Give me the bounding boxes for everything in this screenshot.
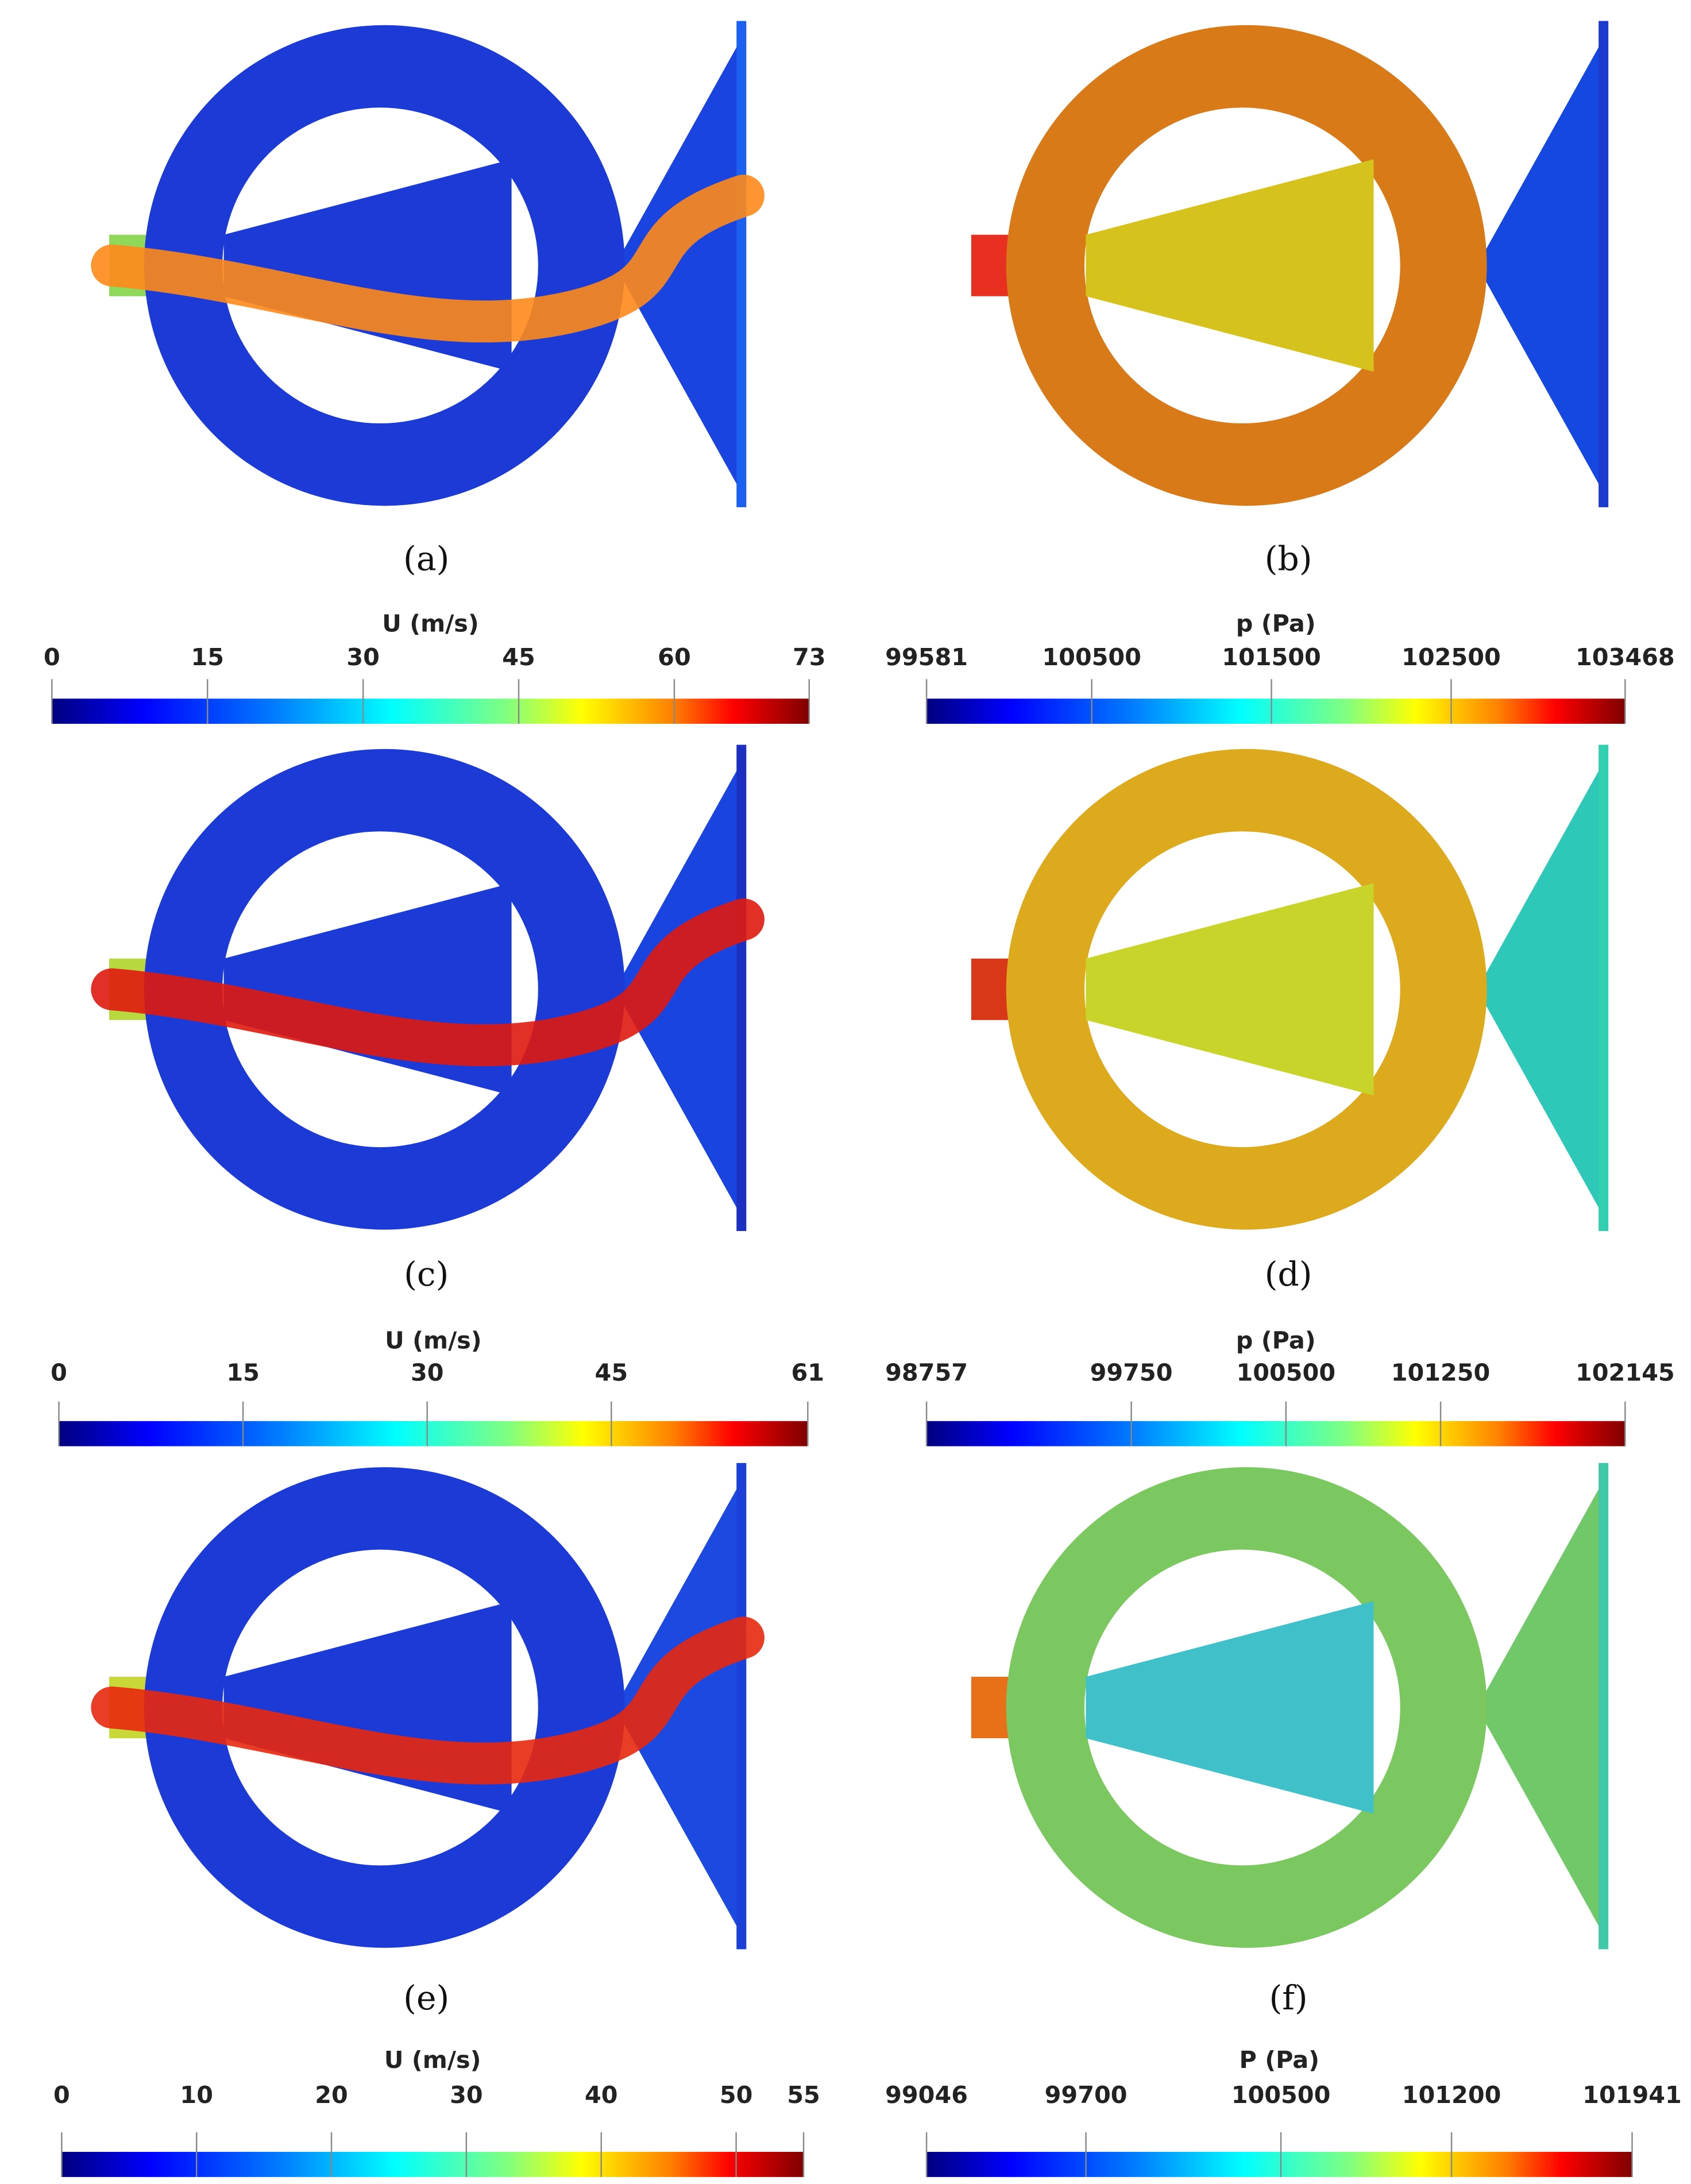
outlet-edge [1599, 1463, 1609, 1950]
flow-panel [971, 744, 1609, 1232]
outlet-edge [1599, 21, 1609, 507]
colorbar-tick-label: 99750 [1090, 1359, 1173, 1386]
colorbar-title: P (Pa) [1240, 2046, 1320, 2074]
colorbar-tick-label: 101941 [1582, 2081, 1682, 2109]
colorbar-title: p (Pa) [1236, 609, 1316, 637]
jet-stream [91, 175, 765, 343]
colorbar-tick-label: 100500 [1236, 1359, 1335, 1386]
colorbar-tick-label: 30 [346, 643, 380, 671]
channel [1086, 883, 1374, 1096]
colorbar-tick-label: 10 [180, 2081, 213, 2109]
colorbar-tick-label: 99581 [885, 643, 968, 671]
colorbar-tick-label: 99046 [885, 2081, 968, 2109]
outlet-edge [736, 744, 747, 1232]
flow-panel [971, 1463, 1609, 1950]
colorbar [926, 1421, 1626, 1446]
outlet [1477, 1487, 1600, 1928]
colorbar-title: p (Pa) [1236, 1326, 1316, 1354]
colorbar-title: U (m/s) [384, 2046, 481, 2074]
colorbar-tick-label: 61 [792, 1359, 825, 1386]
flow-panel [91, 21, 765, 507]
colorbar [61, 2152, 804, 2177]
jet-stream [91, 898, 765, 1067]
colorbar-tick-label: 98757 [885, 1359, 968, 1386]
colorbar-tick-label: 45 [595, 1359, 628, 1386]
panel-label: (f) [1269, 1978, 1308, 2017]
colorbar-tick-label: 101500 [1222, 643, 1321, 671]
colorbar-tick-label: 0 [53, 2081, 70, 2109]
colorbar-tick-label: 99700 [1045, 2081, 1128, 2109]
colorbar-tick-label: 45 [502, 643, 535, 671]
colorbar [59, 1421, 808, 1446]
colorbar [926, 2152, 1632, 2177]
colorbar-tick-label: 73 [793, 643, 826, 671]
colorbar-tick-label: 15 [226, 1359, 260, 1386]
colorbar-tick-label: 0 [44, 643, 60, 671]
colorbar-tick-label: 101250 [1391, 1359, 1491, 1386]
outlet [1477, 44, 1600, 487]
panel-label: (c) [404, 1255, 449, 1294]
colorbar-title: U (m/s) [385, 1326, 482, 1354]
colorbar-tick-label: 30 [450, 2081, 483, 2109]
colorbar-tick-label: 40 [585, 2081, 618, 2109]
outlet-edge [736, 21, 747, 507]
colorbar-tick-label: 102500 [1402, 643, 1501, 671]
colorbar-tick-label: 100500 [1042, 643, 1141, 671]
outlet [1477, 768, 1600, 1210]
colorbar-tick-label: 30 [411, 1359, 444, 1386]
panel-label: (e) [403, 1978, 449, 2017]
panel-label: (b) [1265, 539, 1312, 578]
outlet-edge [1599, 744, 1609, 1232]
colorbar-title: U (m/s) [382, 609, 479, 637]
colorbar-tick-label: 103468 [1576, 643, 1675, 671]
outlet-edge [736, 1463, 747, 1950]
flow-panel [91, 1463, 765, 1950]
colorbar-tick-label: 20 [315, 2081, 348, 2109]
channel [1086, 159, 1374, 372]
colorbar-tick-label: 15 [191, 643, 224, 671]
panel-label: (a) [403, 539, 449, 578]
colorbar [926, 699, 1626, 724]
flow-panel [91, 744, 765, 1232]
colorbar-tick-label: 60 [658, 643, 691, 671]
colorbar-tick-label: 100500 [1231, 2081, 1331, 2109]
colorbar [52, 699, 809, 724]
colorbar-tick-label: 102145 [1576, 1359, 1675, 1386]
colorbar-tick-label: 55 [787, 2081, 820, 2109]
colorbar-tick-label: 0 [51, 1359, 67, 1386]
jet-stream [91, 1616, 765, 1785]
channel [1086, 1601, 1374, 1814]
colorbar-tick-label: 101200 [1402, 2081, 1501, 2109]
panel-label: (d) [1265, 1255, 1312, 1294]
flow-panel [971, 21, 1609, 507]
colorbar-tick-label: 50 [720, 2081, 753, 2109]
